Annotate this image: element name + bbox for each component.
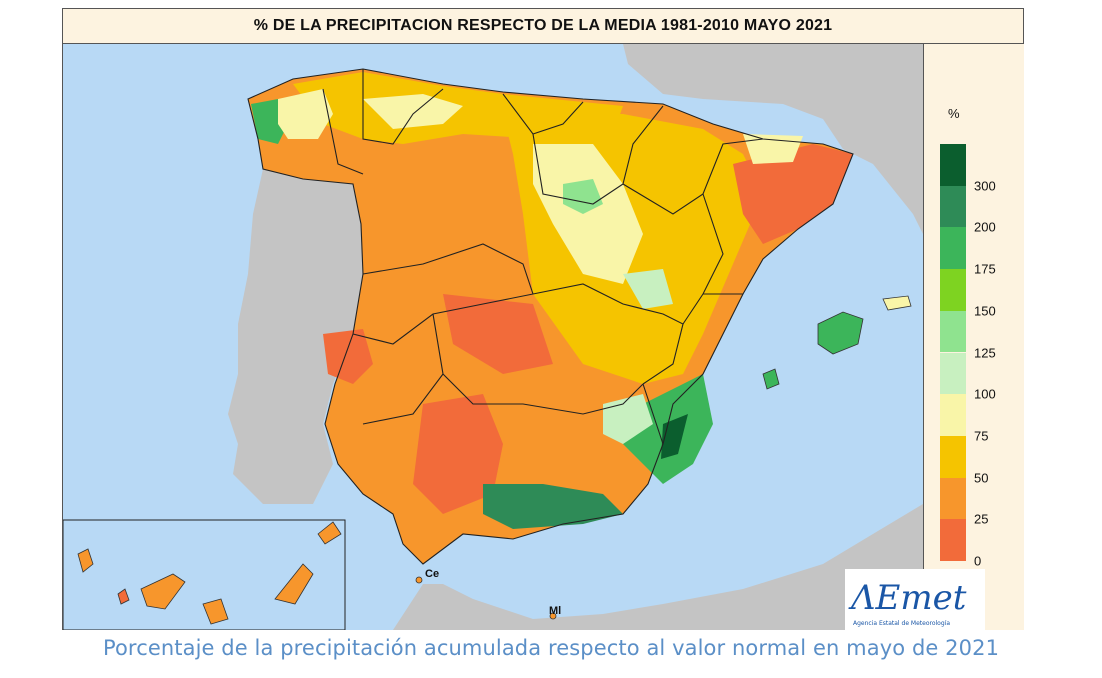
legend-label: 300 <box>974 178 996 194</box>
legend-unit: % <box>948 106 960 121</box>
legend-label: 75 <box>974 428 989 444</box>
legend-swatch <box>940 477 966 520</box>
precipitation-map: Ce Ml <box>63 44 923 630</box>
legend-label: 25 <box>974 511 989 527</box>
lamancha-red-zone <box>443 294 553 374</box>
soria-green-zone <box>563 179 603 214</box>
legend-swatch <box>940 185 966 228</box>
legend-label: 175 <box>974 261 996 277</box>
legend-swatch <box>940 310 966 353</box>
legend-swatch <box>940 227 966 270</box>
legend-label: 50 <box>974 470 989 486</box>
legend-swatch <box>940 269 966 311</box>
map-caption: Porcentaje de la precipitación acumulada… <box>102 636 1000 660</box>
canary-island-4 <box>202 598 229 625</box>
legend-label: 200 <box>974 219 996 235</box>
melilla-label: Ml <box>549 605 561 617</box>
legend-label: 0 <box>974 553 982 569</box>
andalusia-red-zone <box>413 394 503 514</box>
legend-swatch <box>940 519 966 561</box>
almeria-green-zone <box>483 484 623 529</box>
menorca-island <box>882 295 912 311</box>
legend-panel: % 300 200 175 150 125 100 75 50 25 0 <box>923 44 1024 630</box>
catalonia-zone <box>733 144 853 244</box>
cantabria-wet-zone <box>363 94 463 129</box>
aemet-logo: ΛEmet Agencia Estatal de Meteorología <box>845 569 985 631</box>
canary-island-6 <box>317 521 342 545</box>
map-panel: Ce Ml <box>63 44 923 630</box>
svg-text:Agencia Estatal de Meteorologí: Agencia Estatal de Meteorología <box>853 620 950 627</box>
legend-swatch <box>940 352 966 395</box>
legend-swatch <box>940 144 966 186</box>
map-title: % DE LA PRECIPITACION RESPECTO DE LA MED… <box>253 17 833 34</box>
canary-island-5 <box>274 563 314 605</box>
legend-label: 100 <box>974 386 996 402</box>
mallorca-island <box>817 311 864 355</box>
southeast-pale-zone <box>603 394 653 444</box>
melilla-marker <box>549 612 557 620</box>
ibiza-island <box>762 368 780 390</box>
map-figure: % DE LA PRECIPITACION RESPECTO DE LA MED… <box>62 8 1024 631</box>
title-bar: % DE LA PRECIPITACION RESPECTO DE LA MED… <box>63 9 1023 44</box>
legend-swatch <box>940 394 966 436</box>
canary-island-1 <box>77 548 94 573</box>
cuenca-green-zone <box>623 269 673 309</box>
legend-label: 125 <box>974 345 996 360</box>
central-pale-zone <box>533 144 643 284</box>
legend-label: 150 <box>974 303 996 319</box>
ceuta-label: Ce <box>425 568 439 580</box>
svg-text:ΛEmet: ΛEmet <box>848 578 967 618</box>
ceuta-marker <box>415 576 423 584</box>
canary-island-3 <box>140 573 186 610</box>
canary-island-2 <box>117 588 130 605</box>
extremadura-red-zone <box>323 329 373 384</box>
france-landmass <box>623 44 923 234</box>
portugal-landmass <box>228 169 373 504</box>
region-borders <box>247 68 854 565</box>
legend-swatch <box>940 435 966 478</box>
africa-landmass <box>393 504 923 630</box>
galicia-yellow <box>278 89 333 139</box>
